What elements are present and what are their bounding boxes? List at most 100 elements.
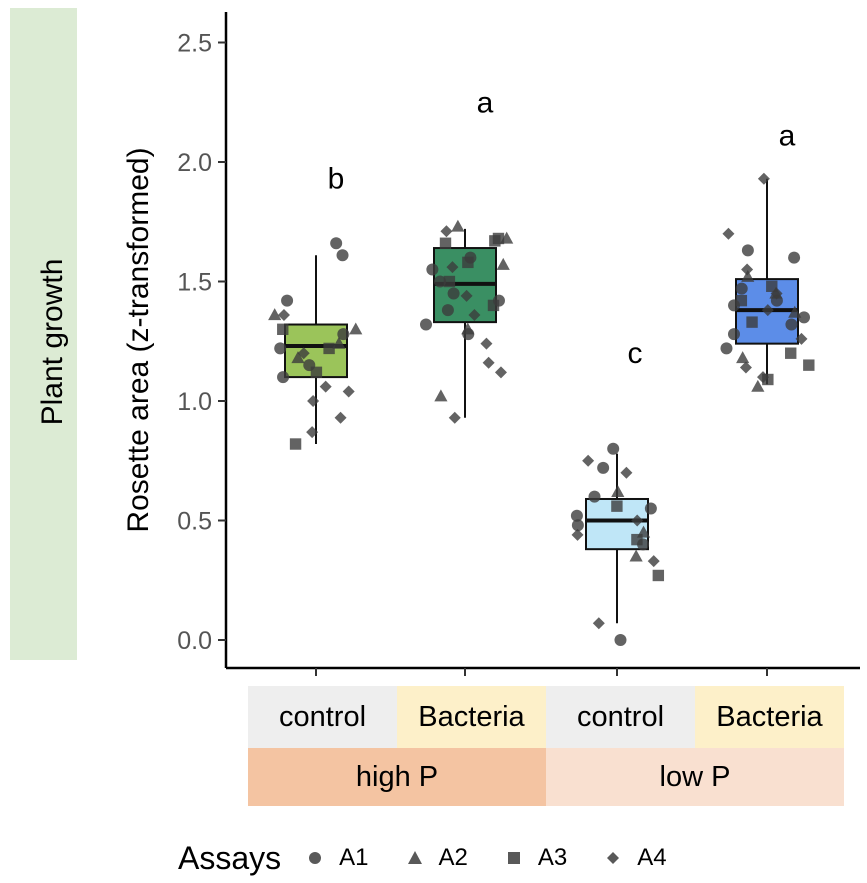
data-point-a4 xyxy=(480,337,493,350)
legend-item-a4: A4 xyxy=(603,844,667,872)
data-point-a4 xyxy=(334,411,347,424)
data-point-a2 xyxy=(451,219,465,232)
treatment-label-control: control xyxy=(546,686,695,748)
data-point-a3 xyxy=(489,235,501,247)
data-point-a1 xyxy=(785,318,798,331)
data-point-a1 xyxy=(607,442,620,455)
data-point-a1 xyxy=(337,328,350,341)
data-point-a2 xyxy=(788,305,802,318)
y-tick-label: 0.5 xyxy=(177,508,212,536)
data-point-a4 xyxy=(741,263,754,276)
data-point-a3 xyxy=(310,366,323,379)
data-point-a3 xyxy=(803,359,815,371)
legend-label: A2 xyxy=(438,844,468,871)
data-point-a4 xyxy=(277,308,290,321)
significance-letter: b xyxy=(328,163,345,196)
data-point-a4 xyxy=(757,172,770,185)
data-point-a1 xyxy=(588,490,601,503)
data-point-a4 xyxy=(631,514,644,527)
data-point-a2 xyxy=(611,484,625,497)
treatment-label-control: control xyxy=(248,686,397,748)
y-tick-label: 0.0 xyxy=(177,627,212,655)
data-point-a1 xyxy=(336,249,349,262)
data-point-a1 xyxy=(434,275,447,288)
data-point-a4 xyxy=(722,227,735,240)
data-point-a4 xyxy=(342,385,355,398)
data-point-a3 xyxy=(487,299,500,312)
legend-item-a3: A3 xyxy=(504,844,567,872)
treatment-label-bacteria: Bacteria xyxy=(397,686,546,748)
legend: Assays A1 A2 A3 A4 xyxy=(178,836,703,880)
data-point-a3 xyxy=(462,256,474,269)
data-point-a4 xyxy=(482,356,495,369)
data-point-a4 xyxy=(647,555,660,568)
triangle-icon xyxy=(407,851,422,864)
data-point-a2 xyxy=(268,308,282,321)
data-point-a4 xyxy=(620,466,633,479)
treatment-label-bacteria: Bacteria xyxy=(695,686,844,748)
legend-label: A1 xyxy=(339,844,369,871)
data-point-a1 xyxy=(741,244,754,257)
data-point-a4 xyxy=(468,308,481,321)
y-tick-label: 2.5 xyxy=(177,30,212,58)
legend-label: A3 xyxy=(537,844,568,871)
data-point-a2 xyxy=(434,389,448,402)
data-point-a3 xyxy=(277,323,289,335)
data-point-a1 xyxy=(447,287,460,300)
data-point-a3 xyxy=(443,275,456,288)
diamond-icon xyxy=(607,852,620,864)
significance-letter: c xyxy=(628,337,643,370)
data-point-a1 xyxy=(597,461,610,474)
side-panel: Plant growth xyxy=(10,8,77,660)
data-point-a4 xyxy=(761,304,774,317)
data-point-a4 xyxy=(307,395,320,407)
data-point-a1 xyxy=(281,294,294,307)
data-point-a3 xyxy=(439,237,452,249)
data-point-a1 xyxy=(788,251,801,264)
data-point-a4 xyxy=(582,454,595,467)
data-point-a2 xyxy=(496,257,510,270)
data-point-a4 xyxy=(571,528,584,541)
data-point-a3 xyxy=(735,294,748,307)
legend-title: Assays xyxy=(178,839,282,876)
data-point-a1 xyxy=(614,634,627,646)
phosphate-label-high: high P xyxy=(248,748,546,806)
data-point-a2 xyxy=(741,269,755,282)
data-point-a3 xyxy=(785,347,797,359)
square-icon xyxy=(507,852,520,864)
data-point-a3 xyxy=(631,533,643,546)
circle-icon xyxy=(309,852,322,864)
data-point-a1 xyxy=(330,237,343,250)
data-point-a4 xyxy=(319,380,332,393)
legend-item-a1: A1 xyxy=(305,844,369,872)
data-point-a3 xyxy=(289,438,302,450)
data-point-a3 xyxy=(611,500,623,512)
data-point-a1 xyxy=(798,311,811,324)
data-point-a3 xyxy=(766,280,778,292)
data-point-a1 xyxy=(571,519,584,532)
data-point-a4 xyxy=(297,347,310,360)
data-point-a4 xyxy=(306,426,319,439)
y-tick-label: 2.0 xyxy=(177,149,212,177)
data-point-a2 xyxy=(291,351,305,364)
data-point-a4 xyxy=(770,287,783,300)
data-point-a1 xyxy=(644,502,657,515)
data-point-a1 xyxy=(735,282,748,295)
data-point-a2 xyxy=(349,322,363,335)
legend-item-a2: A2 xyxy=(405,844,468,872)
data-point-a1 xyxy=(420,318,433,331)
data-point-a4 xyxy=(795,332,808,345)
y-tick-label: 1.0 xyxy=(177,388,212,416)
y-tick-label: 1.5 xyxy=(177,269,212,297)
data-point-a2 xyxy=(736,351,750,364)
significance-letter: a xyxy=(779,120,796,153)
legend-label: A4 xyxy=(637,844,667,871)
significance-letter: a xyxy=(477,86,494,119)
data-point-a3 xyxy=(746,316,758,328)
data-point-a4 xyxy=(739,361,752,374)
data-point-a2 xyxy=(751,379,765,392)
data-point-a4 xyxy=(494,366,507,379)
data-point-a4 xyxy=(448,411,461,424)
data-point-a1 xyxy=(727,328,740,341)
